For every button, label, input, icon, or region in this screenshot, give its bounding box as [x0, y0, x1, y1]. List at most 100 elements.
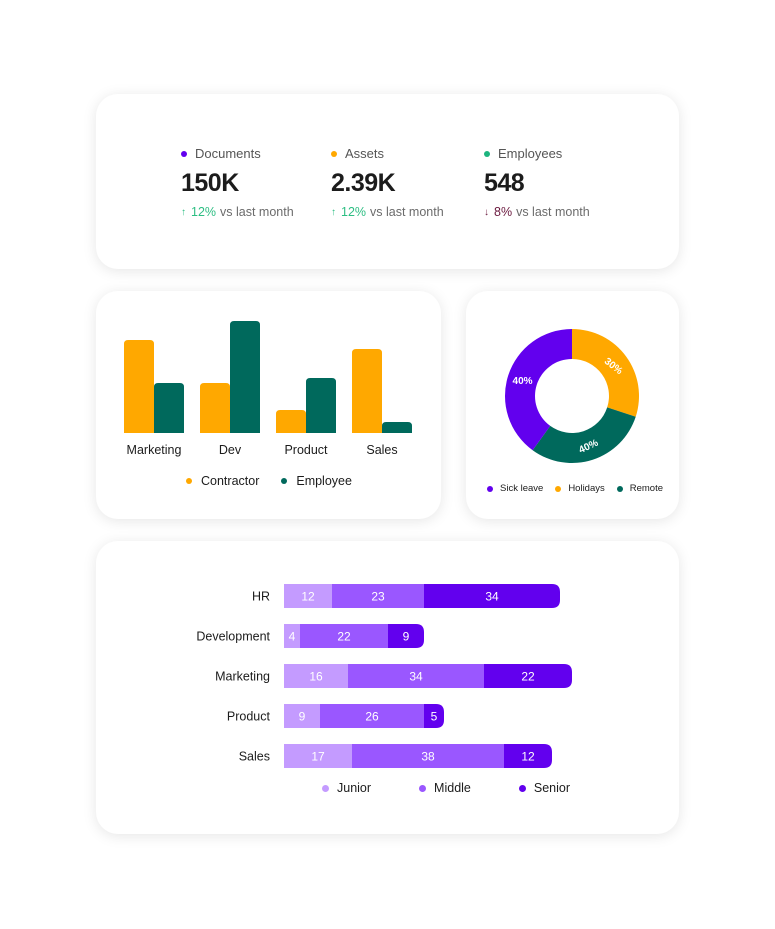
kpi-change-percent: 12%: [191, 205, 217, 219]
bar-segment: [424, 704, 444, 728]
donut-slice: [532, 407, 636, 463]
bar: [230, 321, 260, 433]
kpi-change-percent: 12%: [341, 205, 367, 219]
bar-segment: [424, 584, 560, 608]
kpi-label: Assets: [345, 146, 385, 161]
kpi-value: 150K: [181, 169, 239, 197]
kpi-change-percent: 8%: [494, 205, 513, 219]
donut-slice: [505, 329, 572, 451]
donut-chart-legend: Sick leave Holidays Remote: [487, 483, 663, 494]
bar-chart-legend: Contractor Employee: [186, 474, 352, 488]
category-label: Product: [284, 443, 328, 457]
category-label: Sales: [366, 443, 397, 457]
segment-value-label: 23: [371, 590, 385, 604]
segment-value-label: 4: [289, 630, 296, 644]
donut-slice: [572, 329, 639, 417]
kpi-value: 2.39K: [331, 169, 396, 197]
legend-label: Senior: [533, 781, 571, 795]
kpi-change-suffix: vs last month: [370, 205, 444, 219]
segment-value-label: 22: [521, 670, 535, 684]
category-label: Sales: [239, 750, 270, 764]
legend-item: Middle: [419, 781, 471, 795]
stacked-bar-chart-card: HR 12 23 34 Development 4 22 9 Marketing 16 34 22 Pr…: [96, 541, 679, 834]
bar: [154, 383, 184, 433]
documents-dot-icon: [181, 150, 187, 157]
bar-segment: [332, 584, 424, 608]
bar-segment: [284, 624, 300, 648]
bar-segment: [348, 664, 484, 688]
segment-value-label: 9: [299, 710, 306, 724]
arrow-up-icon: ↑: [181, 206, 186, 218]
legend-label: Holidays: [568, 483, 605, 494]
bar-segment: [352, 744, 504, 768]
segment-value-label: 9: [403, 630, 410, 644]
category-label: Marketing: [215, 670, 270, 684]
bar-segment: [300, 624, 388, 648]
legend-item: Junior: [322, 781, 371, 795]
kpi-change-suffix: vs last month: [516, 205, 590, 219]
segment-value-label: 26: [365, 710, 379, 724]
segment-value-label: 12: [301, 590, 315, 604]
category-label: Marketing: [127, 443, 182, 457]
category-label: Dev: [219, 443, 242, 457]
grouped-bar-chart: Marketing Dev Product Sales: [124, 321, 412, 457]
legend-dot-icon: [322, 784, 329, 792]
legend-label: Middle: [434, 781, 471, 795]
legend-item: Sick leave: [487, 483, 543, 494]
category-label: Development: [196, 630, 270, 644]
category-label: HR: [252, 590, 270, 604]
segment-value-label: 17: [311, 750, 325, 764]
kpi-label: Documents: [195, 146, 261, 161]
legend-dot-icon: [555, 485, 562, 492]
bar-segment: [284, 704, 320, 728]
donut-chart-card: 30% 40% 40% Sick leave Holidays Remote: [466, 291, 679, 519]
legend-label: Contractor: [201, 474, 260, 488]
bar-segment: [284, 744, 352, 768]
bar: [124, 340, 154, 433]
legend-label: Junior: [337, 781, 372, 795]
segment-value-label: 34: [485, 590, 499, 604]
segment-value-label: 34: [409, 670, 423, 684]
stacked-bar-chart-legend: Junior Middle Senior: [322, 781, 570, 795]
legend-dot-icon: [419, 784, 427, 792]
legend-label: Sick leave: [500, 483, 544, 494]
employees-dot-icon: [484, 150, 490, 157]
donut-chart: 30%40%40%: [505, 329, 639, 463]
legend-dot-icon: [281, 478, 288, 484]
kpi-label: Employees: [498, 146, 563, 161]
segment-value-label: 16: [309, 670, 323, 684]
legend-dot-icon: [518, 784, 526, 792]
legend-label: Remote: [629, 483, 664, 494]
arrow-up-icon: ↑: [331, 206, 336, 218]
legend-item: Senior: [518, 781, 571, 795]
bar-segment: [504, 744, 552, 768]
bar-chart-card: Marketing Dev Product Sales Contractor Emplo…: [96, 291, 441, 519]
bar: [382, 422, 412, 433]
kpi-documents: Documents 150K ↑ 12% vs last month: [181, 146, 294, 219]
legend-item: Remote: [616, 483, 664, 494]
legend-item: Employee: [281, 474, 352, 488]
bar-segment: [484, 664, 572, 688]
bar-segment: [388, 624, 424, 648]
bar-segment: [284, 584, 332, 608]
kpi-card: Documents 150K ↑ 12% vs last month Assets …: [96, 94, 679, 269]
category-label: Product: [227, 710, 271, 724]
legend-dot-icon: [487, 485, 493, 492]
kpi-employees: Employees 548 ↓ 8% vs last month: [484, 146, 590, 219]
arrow-down-icon: ↓: [484, 206, 489, 218]
legend-item: Holidays: [555, 483, 605, 494]
bar: [306, 378, 336, 433]
bar-segment: [320, 704, 424, 728]
segment-value-label: 5: [431, 710, 438, 724]
slice-label: 40%: [513, 376, 533, 387]
segment-value-label: 12: [521, 750, 535, 764]
legend-label: Employee: [296, 474, 352, 488]
segment-value-label: 38: [421, 750, 435, 764]
bar: [200, 383, 230, 433]
bar: [352, 349, 382, 433]
legend-dot-icon: [186, 478, 192, 484]
segment-value-label: 22: [337, 630, 351, 644]
bar: [276, 410, 306, 433]
legend-item: Contractor: [186, 474, 259, 488]
stacked-horizontal-bar-chart: HR 12 23 34 Development 4 22 9 Marketing 16 34 22 Pr…: [196, 584, 572, 768]
